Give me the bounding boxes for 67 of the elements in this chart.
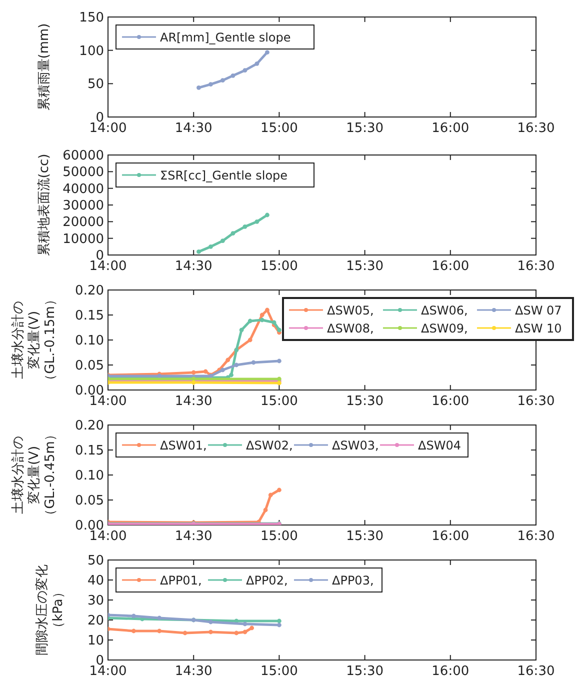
y-tick-label: 50 (87, 554, 104, 568)
y-tick-label: 50 (87, 77, 104, 92)
legend-label: ΔPP02, (246, 574, 288, 588)
x-tick-label: 14:30 (174, 664, 212, 679)
y-tick-label: 0.10 (75, 468, 104, 484)
x-tick-label: 15:00 (260, 121, 298, 136)
y-tick-label: 40 (87, 574, 104, 588)
x-tick-label: 16:30 (517, 529, 555, 544)
y-tick-label: 10 (87, 634, 104, 648)
x-tick-label: 16:00 (432, 664, 470, 679)
x-tick-label: 16:00 (432, 394, 470, 409)
y-tick-label: 30000 (62, 198, 104, 214)
y-tick-label: 0.20 (75, 418, 104, 434)
x-tick-label: 14:30 (174, 529, 212, 544)
y-tick-label: 30 (87, 594, 104, 608)
y-tick-label: 0.15 (75, 444, 104, 458)
legend-label: ΔSW01, (160, 438, 207, 452)
y-tick-label: 0.15 (75, 308, 104, 324)
legend-label: ΔSW09, (421, 322, 468, 336)
y-tick-label: 100 (79, 44, 104, 59)
legend-label: ΔPP01, (160, 574, 202, 588)
x-tick-label: 16:00 (432, 259, 470, 274)
y-tick-label: 10000 (62, 232, 104, 247)
x-tick-label: 15:30 (346, 121, 384, 136)
legend-label: ΔSW02, (246, 438, 293, 452)
legend-label: ΔSW03, (332, 438, 379, 452)
x-tick-label: 14:30 (174, 259, 212, 274)
x-tick-label: 15:30 (346, 529, 384, 544)
y-tick-label: 0.05 (75, 358, 104, 374)
x-tick-label: 15:00 (260, 529, 298, 544)
legend-label: ΔSW04 (418, 438, 461, 452)
x-tick-label: 15:30 (346, 394, 384, 409)
x-tick-label: 16:30 (517, 664, 555, 679)
legend-label: AR[mm]_Gentle slope (160, 30, 291, 44)
legend-label: ΣSR[cc]_Gentle slope (160, 168, 288, 182)
legend-label: ΔSW 07 (515, 304, 562, 318)
x-tick-label: 16:30 (517, 394, 555, 409)
y-axis-title: 累積雨量(mm) (37, 23, 52, 111)
y-axis-title: 間隙水圧の変化（kPa） (34, 564, 66, 656)
x-tick-label: 16:00 (432, 529, 470, 544)
y-tick-label: 20000 (62, 215, 104, 230)
x-tick-label: 15:00 (260, 259, 298, 274)
y-axis-title: 土壌水分計の変化量(V)（GL.-0.45m） (10, 428, 58, 522)
x-tick-label: 16:30 (517, 121, 555, 136)
y-tick-label: 0.20 (75, 284, 104, 298)
x-tick-label: 15:00 (260, 664, 298, 679)
y-axis-title: 土壌水分計の変化量(V)（GL.-0.15m） (10, 293, 58, 387)
x-tick-label: 14:30 (174, 121, 212, 136)
x-tick-label: 14:30 (174, 394, 212, 409)
y-tick-label: 0.05 (75, 494, 104, 508)
y-tick-label: 60000 (62, 148, 104, 164)
y-tick-label: 50000 (62, 165, 104, 180)
legend-label: ΔSW 10 (515, 322, 562, 336)
legend-label: ΔSW06, (421, 304, 468, 318)
y-tick-label: 150 (79, 10, 104, 26)
legend-label: ΔSW05, (327, 304, 374, 318)
x-tick-label: 16:00 (432, 121, 470, 136)
y-axis-title: 累積地表面流(cc) (36, 154, 52, 256)
x-tick-label: 15:00 (260, 394, 298, 409)
x-tick-label: 16:30 (517, 259, 555, 274)
x-tick-label: 15:30 (346, 664, 384, 679)
x-tick-label: 15:30 (346, 259, 384, 274)
legend-label: ΔPP03, (332, 574, 374, 588)
y-tick-label: 40000 (62, 182, 104, 197)
y-tick-label: 20 (87, 614, 104, 628)
legend-label: ΔSW08, (327, 322, 374, 336)
y-tick-label: 0.10 (75, 334, 104, 348)
